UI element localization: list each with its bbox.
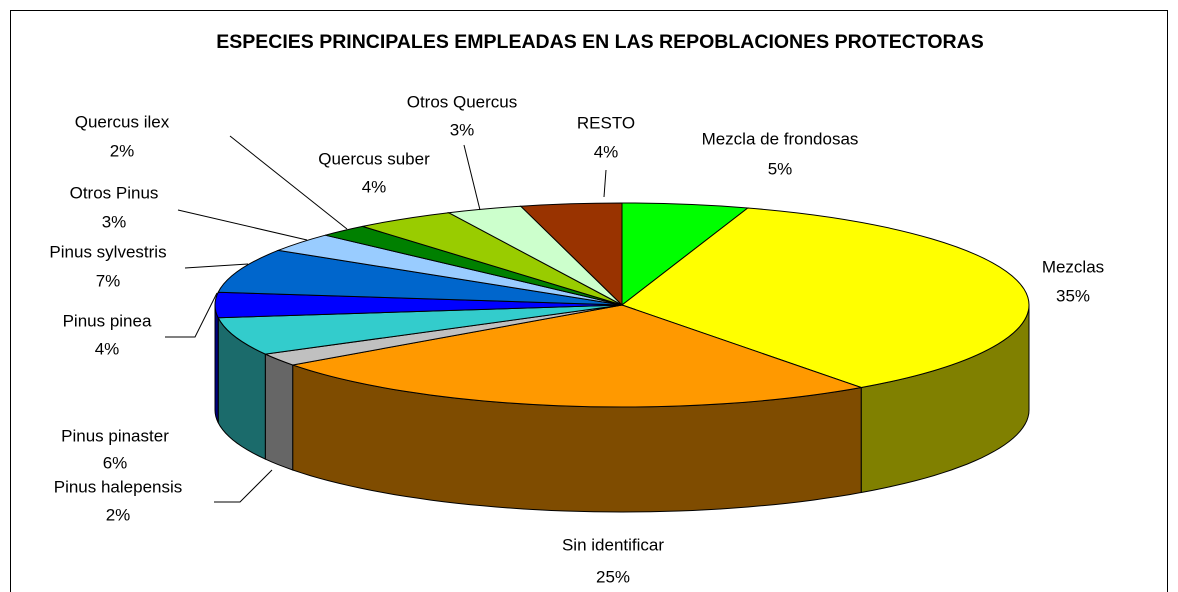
slice-value-label: 5%: [768, 159, 793, 178]
slice-value-label: 3%: [102, 212, 127, 231]
slice-label: Quercus ilex: [75, 112, 170, 131]
slice-label: Pinus pinea: [63, 311, 152, 330]
slice-label: RESTO: [577, 113, 635, 132]
pie-slice: [519, 202, 623, 307]
slice-label: Pinus sylvestris: [49, 242, 166, 261]
chart-title: ESPECIES PRINCIPALES EMPLEADAS EN LAS RE…: [216, 31, 984, 53]
slice-value-label: 2%: [106, 505, 131, 524]
leader-line: [177, 209, 308, 241]
slice-value-label: 6%: [103, 453, 128, 472]
leader-line: [165, 292, 218, 338]
pie-slice-side: [264, 353, 294, 471]
slice-value-label: 25%: [596, 567, 630, 586]
slice-label: Pinus pinaster: [61, 426, 169, 445]
leader-line: [229, 135, 348, 230]
slice-value-label: 4%: [95, 339, 120, 358]
leader-line: [463, 144, 481, 211]
slice-value-label: 7%: [96, 271, 121, 290]
slice-label: Quercus suber: [318, 149, 430, 168]
slice-label: Sin identificar: [562, 535, 664, 554]
slice-label: Mezcla de frondosas: [702, 129, 859, 148]
slice-label: Otros Quercus: [407, 92, 518, 111]
pie-slice: [290, 304, 864, 408]
pie-slice: [620, 207, 1030, 389]
leader-line: [184, 263, 249, 269]
slice-label: Otros Pinus: [70, 183, 159, 202]
slice-value-label: 4%: [594, 142, 619, 161]
leader-line: [214, 469, 273, 503]
pie-slice: [217, 249, 623, 306]
slice-value-label: 35%: [1056, 286, 1090, 305]
leader-line: [603, 169, 607, 198]
slice-label: Pinus halepensis: [54, 477, 183, 496]
pie-slice: [217, 304, 623, 355]
slice-value-label: 2%: [110, 141, 135, 160]
slice-value-label: 3%: [450, 120, 475, 139]
slice-label: Mezclas: [1042, 257, 1104, 276]
pie-slice-side: [214, 304, 219, 424]
slice-value-label: 4%: [362, 177, 387, 196]
